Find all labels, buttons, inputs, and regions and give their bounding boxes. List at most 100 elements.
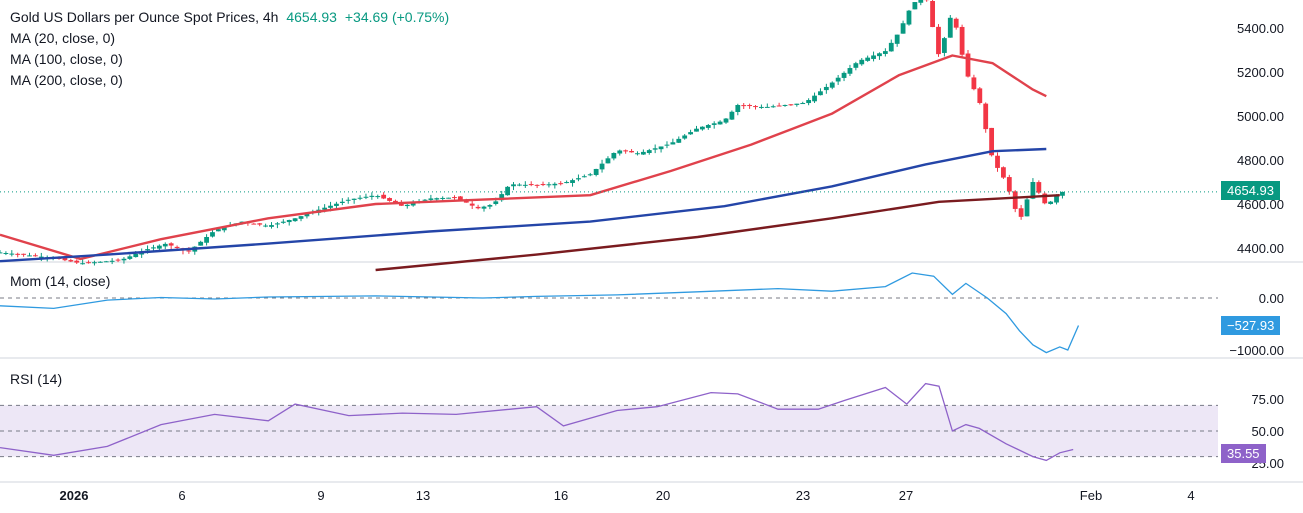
candle-up [345, 199, 351, 201]
ma200-legend[interactable]: MA (200, close, 0) [10, 72, 123, 88]
candle-up [888, 42, 894, 52]
candle-up [640, 151, 646, 155]
candle-down [381, 194, 387, 199]
candle-up [865, 57, 871, 61]
rsi-line [0, 382, 1074, 462]
candle-up [576, 178, 581, 180]
time-tick-label: 20 [656, 488, 670, 503]
candle-up [493, 201, 499, 205]
candle-up [794, 103, 800, 105]
price-tick-label: 4600.00 [1237, 197, 1284, 212]
candle-up [717, 121, 723, 125]
candle-up [269, 225, 274, 227]
candle-down [959, 26, 965, 55]
rsi-tag: 35.55 [1221, 444, 1266, 463]
candle-up [847, 68, 853, 74]
candle-up [363, 196, 369, 198]
candle-up [339, 201, 345, 203]
candle-up [800, 103, 806, 105]
candle-down [186, 250, 192, 252]
candle-up [723, 118, 729, 123]
candle-down [953, 18, 959, 28]
candle-down [168, 243, 174, 246]
candle-up [818, 91, 823, 96]
candle-up [853, 63, 859, 68]
candle-up [103, 261, 109, 263]
time-tick-label: 6 [178, 488, 185, 503]
candle-down [930, 1, 935, 28]
time-tick-label: 2026 [60, 488, 89, 503]
candle-up [694, 128, 699, 132]
candle-down [174, 246, 180, 248]
candle-down [74, 260, 80, 263]
time-tick-label: 4 [1187, 488, 1194, 503]
candle-up [204, 237, 209, 243]
candle-down [1042, 193, 1048, 204]
candle-up [871, 55, 876, 59]
symbol-title[interactable]: Gold US Dollars per Ounce Spot Prices, 4… [10, 9, 279, 25]
candle-up [434, 198, 440, 200]
momentum-pane[interactable]: 0.00 −1000.00 [0, 272, 1303, 359]
price-tick-label: 4800.00 [1237, 153, 1284, 168]
ma100-line [0, 147, 1047, 263]
candle-up [121, 258, 127, 261]
candle-up [210, 232, 215, 237]
price-change: +34.69 (+0.75%) [344, 9, 450, 25]
candle-up [617, 150, 623, 154]
price-tag: 4654.93 [1221, 181, 1280, 200]
candle-up [593, 168, 599, 175]
candle-up [912, 2, 918, 10]
price-pane[interactable]: 4400.00 4600.00 4800.00 5000.00 5200.00 5400.… [0, 0, 1303, 272]
candle-down [747, 105, 753, 107]
candle-down [115, 259, 121, 261]
candle-up [770, 106, 776, 108]
rsi-legend[interactable]: RSI (14) [10, 371, 63, 387]
candle-up [38, 256, 44, 258]
candle-up [404, 204, 410, 207]
candle-up [882, 51, 888, 54]
candle-up [505, 186, 511, 196]
candle-up [605, 158, 611, 164]
ma100-legend[interactable]: MA (100, close, 0) [10, 51, 123, 67]
candle-up [487, 205, 493, 207]
time-tick-label: 9 [317, 488, 324, 503]
candle-down [936, 26, 941, 55]
time-tick-label: 27 [899, 488, 913, 503]
candle-down [965, 53, 971, 77]
candle-up [109, 260, 115, 262]
price-tick-label: 5200.00 [1237, 65, 1284, 80]
ma20-legend[interactable]: MA (20, close, 0) [10, 30, 116, 46]
candle-down [15, 253, 21, 255]
candle-up [1030, 182, 1036, 199]
candle-up [522, 184, 528, 186]
candle-up [877, 53, 882, 57]
time-axis[interactable]: 2026 6 9 13 16 20 23 27 Feb 4 [0, 481, 1303, 503]
candle-up [410, 203, 416, 206]
candle-up [947, 17, 953, 38]
momentum-tick-label: 0.00 [1259, 291, 1284, 306]
candle-down [983, 103, 989, 130]
candle-up [941, 38, 947, 53]
candle-up [92, 262, 97, 264]
candle-up [546, 184, 552, 186]
last-price: 4654.93 [286, 9, 337, 25]
candle-up [156, 245, 162, 249]
candle-up [275, 223, 280, 225]
candle-down [1036, 182, 1042, 193]
candle-down [387, 198, 392, 201]
candle-down [1018, 208, 1024, 217]
candle-up [145, 249, 150, 251]
candle-up [652, 148, 658, 150]
candle-up [859, 59, 865, 65]
candle-up [664, 144, 670, 146]
candle-up [646, 150, 652, 154]
candle-up [599, 163, 605, 170]
candle-up [782, 104, 788, 106]
candle-up [587, 174, 593, 176]
candle-up [334, 203, 339, 206]
momentum-legend[interactable]: Mom (14, close) [10, 273, 111, 289]
candle-up [221, 227, 227, 231]
price-tick-label: 4400.00 [1237, 241, 1284, 256]
candle-down [452, 197, 457, 199]
